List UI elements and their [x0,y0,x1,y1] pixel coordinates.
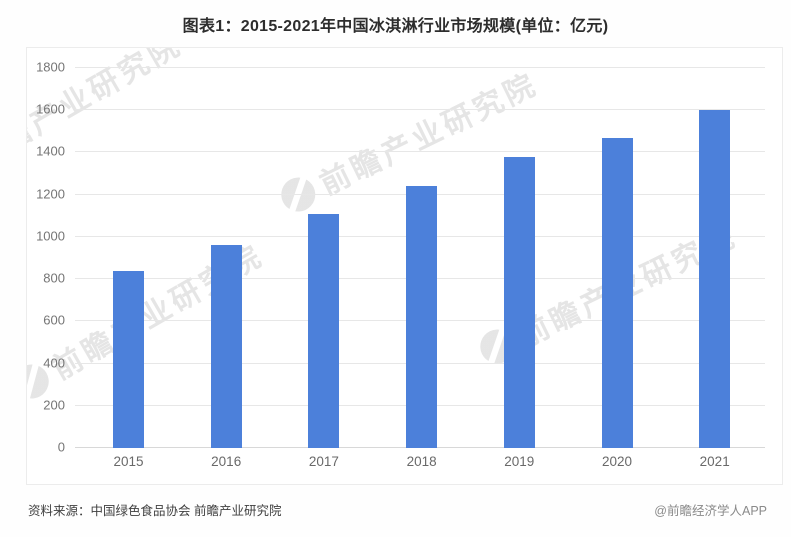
y-tick-label: 200 [43,397,65,413]
x-tick-label: 2016 [211,454,242,469]
x-tick-label: 2017 [308,454,339,469]
credit-note: @前瞻经济学人APP [654,504,767,518]
gridline [75,67,765,68]
bar-2021 [699,110,731,448]
bar-2015 [113,270,144,448]
y-tick-label: 1400 [36,143,65,159]
bar-2016 [210,245,242,448]
bar-2017 [308,213,340,448]
x-tick-label: 2019 [504,454,535,469]
plot-area [75,67,765,448]
y-tick-label: 800 [43,270,65,286]
y-tick-label: 1800 [36,59,65,75]
y-tick-label: 0 [57,439,65,455]
x-tick-label: 2021 [699,454,730,469]
y-tick-label: 1600 [36,101,65,117]
bar-2020 [601,137,633,448]
x-tick-label: 2020 [601,454,633,469]
chart-plot-card: 前瞻产业研究院 前瞻产业研究院 前瞻产业研究院 前瞻产业研究院 18001600… [26,47,783,485]
y-axis: 1800 1600 1400 1200 1000 800 600 400 200 0 [27,60,71,455]
x-tick-label: 2015 [113,454,144,469]
y-tick-label: 1000 [36,228,65,244]
x-tick-label: 2018 [406,454,437,469]
gridline [75,109,765,111]
y-tick-label: 600 [43,312,65,328]
source-note: 资料来源：中国绿色食品协会 前瞻产业研究院 [28,504,282,518]
bar-2019 [503,156,535,448]
bar-2018 [406,186,438,448]
chart-title: 图表1：2015-2021年中国冰淇淋行业市场规模(单位：亿元) [182,18,609,35]
x-axis: 2015 2016 2017 2018 2019 2020 2021 [75,454,765,478]
gridline [75,151,765,153]
y-tick-label: 400 [43,355,65,371]
y-tick-label: 1200 [36,186,65,202]
